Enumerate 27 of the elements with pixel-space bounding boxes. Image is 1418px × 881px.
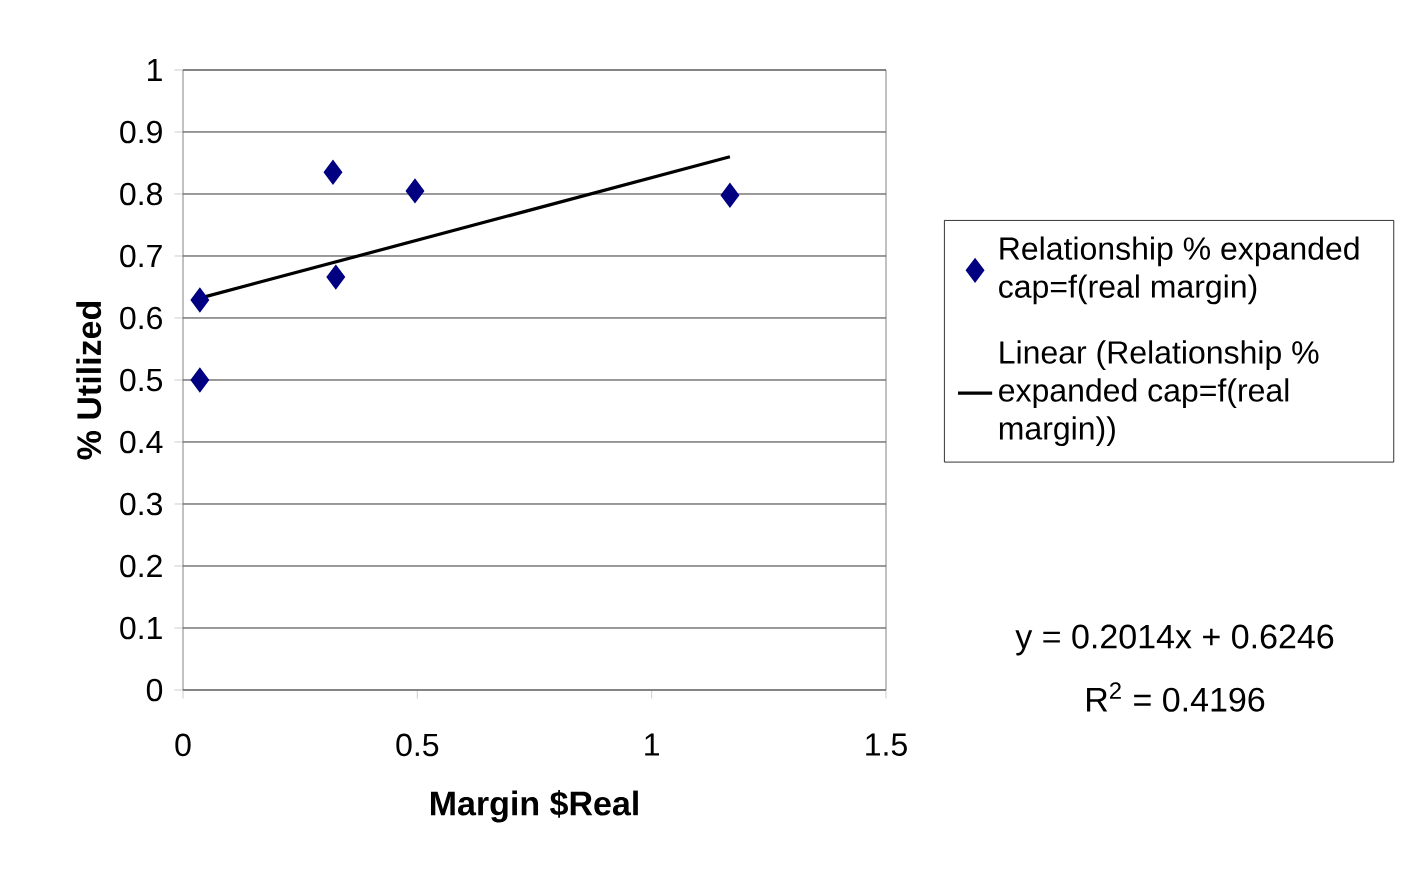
legend-label: Linear (Relationship % expanded cap=f(real margin)) [999,340,1319,447]
point [190,288,209,312]
point [326,265,345,289]
y-tick-label: 1 [148,58,162,81]
y-tick-label: 0.4 [120,430,163,454]
y-tick-label: 0.1 [120,616,162,640]
y-tick-label: 0.2 [120,554,162,578]
y-tick-label: 0.3 [120,492,162,516]
text: R$^{2}$ = 0.4196 [1087,682,1265,712]
x-tick-label: 1 [645,733,659,756]
x-tick-label: 0.5 [396,733,439,757]
point [720,183,740,207]
y-tick-label: 0.7 [120,244,162,268]
x-axis-title: Margin $Real [430,789,638,823]
x-tick-label: 0 [175,733,191,757]
y-tick-label: 0 [146,678,163,702]
point [323,160,343,184]
x-tick-label: 1.5 [866,733,907,756]
point [190,368,209,392]
legend-label: Relationship % expanded cap=f(real margin) [999,236,1359,305]
y-tick-label: 0.8 [120,182,163,206]
y-tick-label: 0.6 [120,306,162,330]
y-tick-label: 0.9 [120,120,162,144]
y-tick-label: 0.5 [120,368,163,392]
text: y = 0.2014x + 0.6246 [1015,624,1334,656]
y-axis-title: % Utilized [76,301,102,460]
point [405,179,425,203]
